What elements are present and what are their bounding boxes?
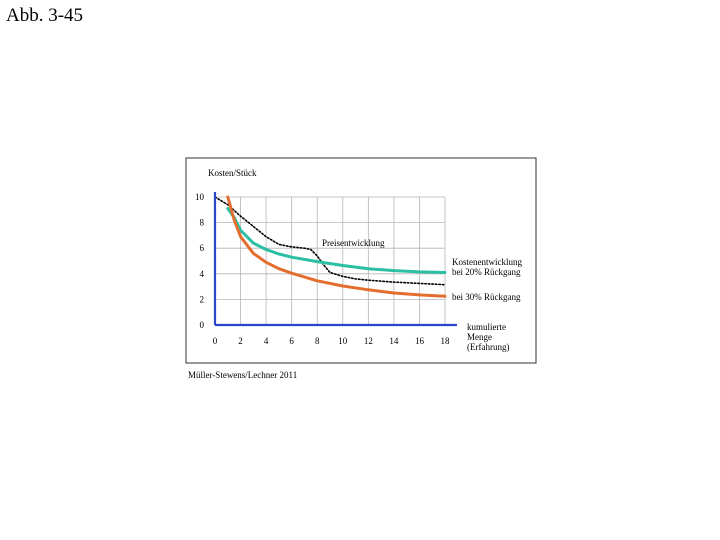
y-tick-label: 4	[200, 269, 205, 279]
y-tick-label: 0	[200, 320, 205, 330]
series-label: Preisentwicklung	[322, 238, 385, 248]
x-tick-label: 16	[415, 336, 425, 346]
x-tick-label: 18	[441, 336, 451, 346]
x-tick-label: 14	[389, 336, 399, 346]
x-tick-label: 6	[289, 336, 294, 346]
series-label-line: bei 30% Rückgang	[452, 292, 521, 302]
x-axis-label: kumulierte Menge (Erfahrung)	[467, 322, 509, 352]
series-label-line: Kostenentwicklung	[452, 257, 522, 267]
x-axis-label-line: Menge	[467, 332, 492, 342]
x-tick-label: 0	[213, 336, 218, 346]
x-tick-label: 4	[264, 336, 269, 346]
annotation-labels: Kosten/Stück kumulierte Menge (Erfahrung) Pr…	[208, 168, 522, 352]
x-tick-label: 8	[315, 336, 320, 346]
chart-frame	[185, 157, 537, 364]
x-axis-label-line: (Erfahrung)	[467, 342, 509, 352]
slide-title: Abb. 3-45	[6, 5, 84, 26]
tick-labels: 0 2 4 6 8 10 12 14 16 18 0 2 4 6 8 10	[195, 192, 450, 346]
y-tick-label: 2	[200, 294, 205, 304]
x-tick-label: 10	[338, 336, 348, 346]
series-label: Kostenentwicklung bei 20% Rückgang	[452, 257, 522, 277]
series-layer	[214, 195, 447, 298]
y-axis-label: Kosten/Stück	[208, 168, 257, 178]
series-label: bei 30% Rückgang	[452, 292, 521, 302]
y-tick-label: 6	[200, 243, 205, 253]
series-label-line: Preisentwicklung	[322, 238, 385, 248]
series-label-line: bei 20% Rückgang	[452, 267, 521, 277]
series-line	[226, 195, 447, 298]
y-tick-label: 8	[200, 218, 205, 228]
series-line	[226, 207, 447, 274]
series-line	[214, 196, 446, 286]
y-tick-label: 10	[195, 192, 205, 202]
x-tick-label: 2	[238, 336, 243, 346]
x-axis-label-line: kumulierte	[467, 322, 506, 332]
x-tick-label: 12	[364, 336, 373, 346]
axes	[213, 192, 457, 327]
source-note: Müller-Stewens/Lechner 2011	[188, 370, 297, 380]
grid	[215, 196, 446, 325]
